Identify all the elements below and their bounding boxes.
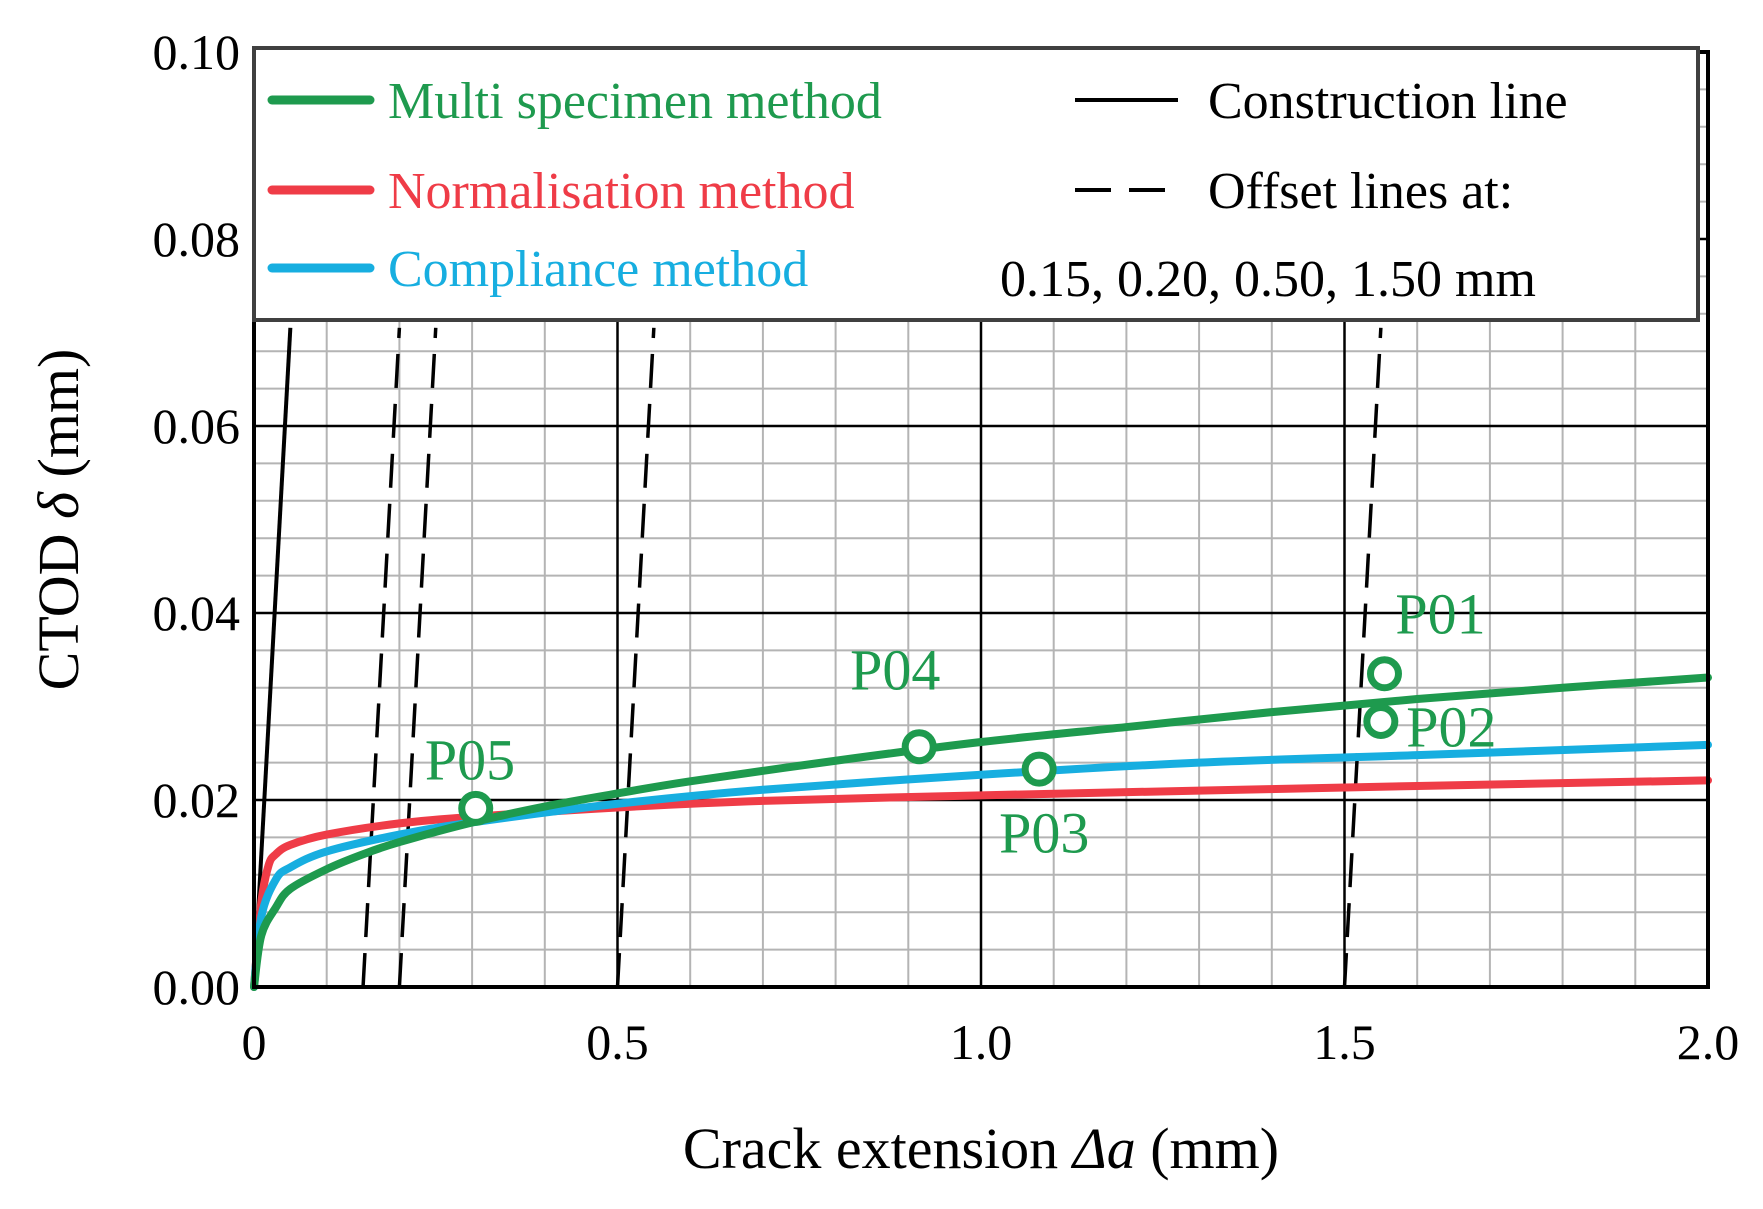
offset-line-0-15 — [361, 327, 402, 988]
legend-box — [252, 46, 1700, 322]
legend-label-offset-values: 0.15, 0.20, 0.50, 1.50 mm — [1000, 251, 1536, 308]
y-tick-label: 0.04 — [153, 585, 241, 641]
y-axis-title: CTOD δ (mm) — [26, 349, 91, 691]
construction-lines — [252, 327, 293, 988]
offset-line-0-5 — [615, 327, 656, 988]
point-label-p02: P02 — [1406, 695, 1496, 760]
y-tick-label: 0.10 — [153, 24, 241, 80]
point-label-p03: P03 — [999, 800, 1089, 865]
y-tick-label: 0.00 — [153, 959, 241, 1015]
legend-label-construction-line: Construction line — [1208, 73, 1568, 130]
axis-ticks: 0 0.5 1.0 1.5 2.0 0.00 0.02 0.04 0.06 0.08 0.10 — [153, 24, 1740, 1070]
y-tick-label: 0.08 — [153, 211, 241, 267]
y-tick-label: 0.06 — [153, 398, 241, 454]
legend: Multi specimen method Normalisation meth… — [252, 46, 1700, 322]
offset-line-1-5 — [1342, 327, 1383, 988]
series-compliance — [250, 740, 1712, 991]
offset-lines — [361, 327, 1383, 988]
point-marker-p05 — [458, 790, 494, 826]
specimen-points: P01 P02 P03 P04 P05 — [425, 582, 1497, 866]
x-tick-label: 1.0 — [950, 1014, 1013, 1070]
point-label-p01: P01 — [1395, 582, 1485, 647]
data-series — [250, 673, 1712, 991]
point-label-p04: P04 — [850, 638, 940, 703]
point-marker-p04 — [901, 729, 937, 765]
legend-label-normalisation: Normalisation method — [388, 163, 854, 220]
construction-line — [252, 327, 293, 988]
point-marker-p02 — [1363, 703, 1399, 739]
x-tick-label: 2.0 — [1677, 1014, 1740, 1070]
x-tick-label: 1.5 — [1313, 1014, 1376, 1070]
series-multi-specimen — [250, 673, 1712, 991]
point-marker-p01 — [1366, 656, 1402, 692]
x-axis-title: Crack extension Δa (mm) — [683, 1116, 1279, 1181]
point-label-p05: P05 — [425, 727, 515, 792]
x-tick-label: 0 — [242, 1014, 267, 1070]
legend-label-multi-specimen: Multi specimen method — [388, 73, 882, 130]
y-tick-label: 0.02 — [153, 772, 241, 828]
legend-label-offset-lines: Offset lines at: — [1208, 163, 1513, 220]
offset-line-0-2 — [397, 327, 438, 988]
legend-label-compliance: Compliance method — [388, 241, 808, 298]
x-tick-label: 0.5 — [586, 1014, 649, 1070]
point-marker-p03 — [1021, 751, 1057, 787]
